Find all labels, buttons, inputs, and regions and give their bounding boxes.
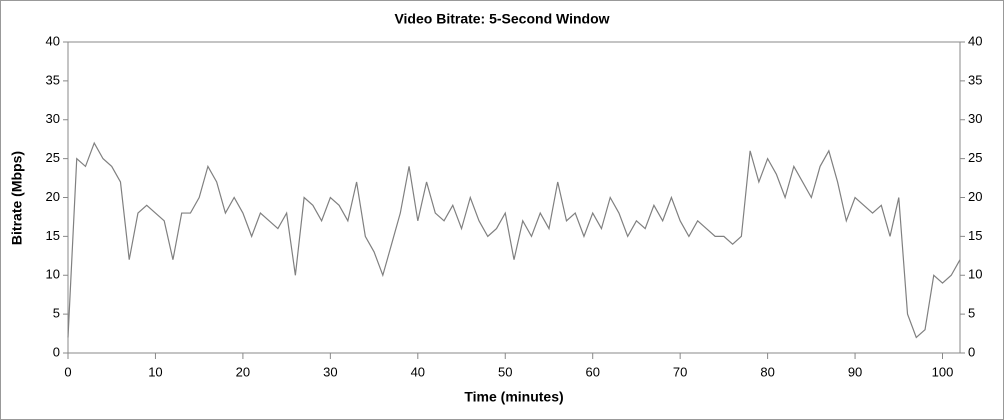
y-tick-label: 25: [46, 150, 60, 165]
x-tick-label: 100: [932, 364, 954, 379]
y2-tick-label: 40: [968, 33, 982, 48]
x-tick-label: 70: [673, 364, 687, 379]
y2-tick-label: 25: [968, 150, 982, 165]
x-tick-label: 90: [848, 364, 862, 379]
y2-tick-label: 35: [968, 72, 982, 87]
y-tick-label: 20: [46, 189, 60, 204]
chart-title: Video Bitrate: 5-Second Window: [394, 11, 609, 27]
y-tick-label: 35: [46, 72, 60, 87]
y-tick-label: 10: [46, 267, 60, 282]
y-tick-label: 30: [46, 111, 60, 126]
y2-tick-label: 10: [968, 267, 982, 282]
y2-tick-label: 5: [968, 306, 975, 321]
y2-tick-label: 15: [968, 228, 982, 243]
y-tick-label: 40: [46, 33, 60, 48]
x-tick-label: 60: [585, 364, 599, 379]
y2-tick-label: 20: [968, 189, 982, 204]
x-tick-label: 50: [498, 364, 512, 379]
x-tick-label: 30: [323, 364, 337, 379]
y-tick-label: 5: [53, 306, 60, 321]
x-tick-label: 40: [411, 364, 425, 379]
series-line: [67, 141, 961, 339]
x-axis-label: Time (minutes): [464, 389, 563, 405]
y-tick-label: 15: [46, 228, 60, 243]
x-tick-label: 0: [64, 364, 71, 379]
x-tick-label: 20: [236, 364, 250, 379]
x-tick-label: 80: [760, 364, 774, 379]
x-tick-label: 10: [148, 364, 162, 379]
y-tick-label: 0: [53, 344, 60, 359]
y2-tick-label: 30: [968, 111, 982, 126]
y-axis-label: Bitrate (Mbps): [9, 151, 25, 245]
y2-tick-label: 0: [968, 344, 975, 359]
